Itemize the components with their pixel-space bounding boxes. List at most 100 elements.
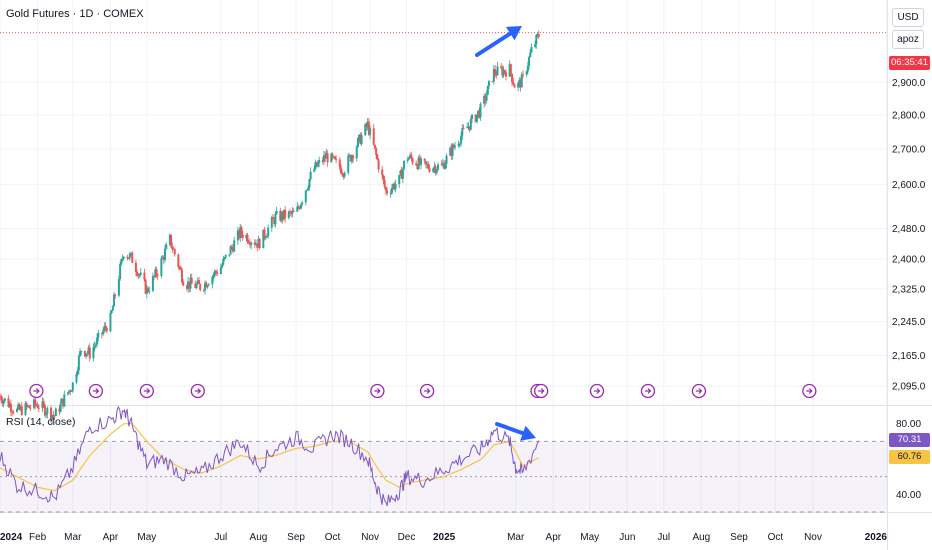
candle-up[interactable]	[432, 168, 435, 172]
candle-up[interactable]	[207, 284, 210, 286]
candle-up[interactable]	[355, 146, 358, 159]
candle-down[interactable]	[423, 158, 426, 162]
candle-up[interactable]	[301, 202, 304, 205]
candle-up[interactable]	[314, 162, 317, 169]
candle-down[interactable]	[258, 238, 261, 249]
candle-up[interactable]	[449, 147, 452, 156]
candle-up[interactable]	[264, 237, 267, 239]
candle-down[interactable]	[341, 173, 344, 175]
candle-up[interactable]	[113, 294, 116, 307]
candle-up[interactable]	[229, 246, 232, 255]
candle-up[interactable]	[103, 326, 106, 331]
candle-down[interactable]	[321, 159, 324, 162]
candle-down[interactable]	[11, 411, 14, 413]
candle-down[interactable]	[173, 248, 176, 255]
candle-up[interactable]	[85, 354, 88, 357]
candle-down[interactable]	[386, 190, 389, 194]
candle-up[interactable]	[460, 135, 463, 144]
candle-up[interactable]	[274, 213, 277, 225]
candle-down[interactable]	[230, 246, 233, 248]
event-icon[interactable]	[640, 383, 656, 399]
candle-up[interactable]	[68, 390, 71, 393]
candle-down[interactable]	[143, 272, 146, 280]
candle-down[interactable]	[263, 229, 266, 238]
candle-down[interactable]	[326, 153, 329, 163]
candle-up[interactable]	[322, 155, 325, 162]
candle-up[interactable]	[204, 282, 207, 291]
candle-down[interactable]	[69, 390, 72, 392]
candle-down[interactable]	[256, 243, 259, 248]
candle-up[interactable]	[59, 402, 62, 412]
candle-down[interactable]	[35, 405, 38, 407]
candle-down[interactable]	[12, 411, 15, 413]
candle-up[interactable]	[151, 275, 154, 291]
candle-down[interactable]	[162, 256, 165, 261]
candle-down[interactable]	[450, 147, 453, 157]
candle-up[interactable]	[255, 243, 258, 245]
candle-down[interactable]	[171, 246, 174, 249]
candle-up[interactable]	[97, 332, 100, 338]
candle-down[interactable]	[512, 82, 515, 85]
candle-up[interactable]	[267, 227, 270, 236]
candle-up[interactable]	[46, 407, 49, 414]
candle-up[interactable]	[466, 127, 469, 129]
candle-up[interactable]	[296, 206, 299, 212]
candle-up[interactable]	[517, 83, 520, 88]
candle-down[interactable]	[468, 126, 471, 130]
candle-up[interactable]	[19, 406, 22, 410]
candle-up[interactable]	[236, 230, 239, 241]
candle-up[interactable]	[71, 382, 74, 391]
candle-up[interactable]	[483, 95, 486, 104]
candle-down[interactable]	[382, 175, 385, 181]
candle-down[interactable]	[503, 70, 506, 73]
candle-down[interactable]	[292, 210, 295, 212]
candle-down[interactable]	[179, 267, 182, 270]
rsi-line[interactable]	[0, 405, 540, 506]
candle-up[interactable]	[122, 256, 125, 259]
candle-down[interactable]	[126, 256, 129, 259]
candle-down[interactable]	[335, 159, 338, 161]
candle-up[interactable]	[445, 155, 448, 164]
candle-down[interactable]	[216, 272, 219, 274]
candle-down[interactable]	[170, 234, 173, 247]
candle-down[interactable]	[58, 408, 61, 412]
event-icon[interactable]	[370, 383, 385, 399]
candle-down[interactable]	[238, 230, 241, 238]
candle-up[interactable]	[187, 281, 190, 289]
candle-up[interactable]	[92, 347, 95, 359]
candle-up[interactable]	[318, 159, 321, 164]
candle-down[interactable]	[185, 285, 188, 289]
candle-down[interactable]	[400, 170, 403, 179]
candle-down[interactable]	[474, 114, 477, 122]
candle-up[interactable]	[309, 171, 312, 180]
candle-up[interactable]	[223, 257, 226, 259]
candle-up[interactable]	[137, 274, 140, 276]
candle-down[interactable]	[331, 153, 334, 158]
candle-down[interactable]	[324, 155, 327, 159]
candle-down[interactable]	[375, 148, 378, 155]
candle-up[interactable]	[66, 392, 69, 395]
candle-up[interactable]	[77, 355, 80, 371]
candle-down[interactable]	[462, 128, 465, 130]
candle-down[interactable]	[1, 400, 4, 404]
candle-down[interactable]	[297, 206, 300, 208]
candle-up[interactable]	[299, 204, 302, 209]
candle-down[interactable]	[9, 403, 12, 412]
candle-down[interactable]	[372, 128, 375, 145]
candle-up[interactable]	[148, 290, 151, 292]
candle-down[interactable]	[376, 154, 379, 160]
candle-down[interactable]	[49, 407, 52, 420]
candle-up[interactable]	[308, 179, 311, 188]
candle-up[interactable]	[70, 390, 73, 392]
candle-up[interactable]	[270, 217, 273, 228]
candle-up[interactable]	[221, 264, 224, 268]
candle-up[interactable]	[535, 34, 538, 45]
candle-down[interactable]	[136, 271, 139, 276]
candle-up[interactable]	[275, 210, 278, 214]
candle-down[interactable]	[511, 73, 514, 83]
candle-down[interactable]	[495, 74, 498, 76]
candle-up[interactable]	[15, 408, 18, 412]
candle-up[interactable]	[121, 258, 124, 260]
candle-up[interactable]	[369, 128, 372, 135]
